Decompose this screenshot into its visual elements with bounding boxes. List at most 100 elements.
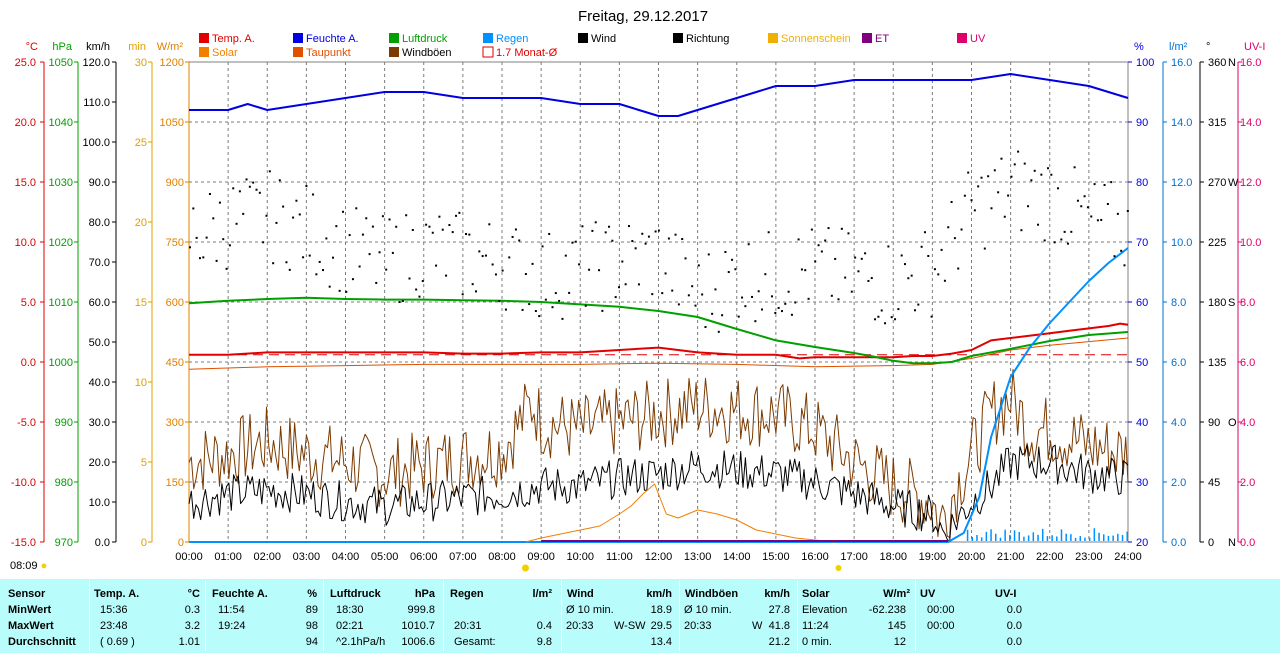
direction-point: [993, 169, 996, 172]
stats-uv-time: 00:00: [927, 620, 955, 632]
direction-point: [391, 251, 394, 254]
direction-point: [957, 267, 960, 270]
axis-unit-left: km/h: [86, 41, 110, 53]
direction-point: [627, 225, 630, 228]
direction-point: [983, 247, 986, 250]
series-line-5: [188, 444, 1129, 543]
direction-point: [1050, 173, 1053, 176]
x-tick-label: 12:00: [645, 551, 673, 563]
stats-separator: [797, 581, 798, 651]
stats-separator: [323, 581, 324, 651]
axis-tick-label-right: 4.0: [1240, 417, 1255, 429]
direction-point: [488, 223, 491, 226]
direction-point: [528, 303, 531, 306]
direction-point: [647, 235, 650, 238]
direction-point: [644, 242, 647, 245]
x-tick-label: 15:00: [762, 551, 790, 563]
axis-tick-label-left: 1020: [49, 237, 73, 249]
direction-point: [721, 314, 724, 317]
direction-point: [1100, 218, 1103, 221]
axis-tick-label-right: 360: [1208, 57, 1226, 69]
axis-tick-label-left: 30: [135, 57, 147, 69]
direction-point: [322, 269, 325, 272]
direction-point: [431, 231, 434, 234]
stats-temp-value: 3.2: [184, 620, 200, 632]
direction-point: [917, 303, 920, 306]
direction-point: [398, 301, 401, 304]
direction-point: [830, 294, 833, 297]
weather-chart: Freitag, 29.12.2017 Temp. A. Solar Feuchte…: [11, 8, 1265, 572]
axis-tick-label-right: 0.0: [1240, 537, 1255, 549]
axis-tick-label-left: 20.0: [89, 457, 110, 469]
stats-header-uvi: UV-I: [995, 588, 1017, 600]
legend-label: Temp. A.: [212, 33, 255, 45]
legend-swatch: [293, 33, 303, 43]
direction-point: [711, 312, 714, 315]
direction-point: [1106, 203, 1109, 206]
direction-point: [807, 297, 810, 300]
direction-point: [222, 238, 225, 241]
axis-tick-label-right: 0: [1208, 537, 1214, 549]
series-line-2: [189, 73, 1129, 117]
direction-point: [1076, 199, 1079, 202]
direction-point: [245, 178, 248, 181]
axis-tick-label-left: 5: [141, 457, 147, 469]
direction-point: [1066, 242, 1069, 245]
axis-tick-label-left: 0.0: [21, 357, 36, 369]
axis-unit-left: W/m²: [157, 41, 184, 53]
axis-tick-label-right: 60: [1136, 297, 1148, 309]
direction-point: [425, 223, 428, 226]
axis-tick-label-right: 70: [1136, 237, 1148, 249]
direction-point: [1053, 241, 1056, 244]
direction-point: [272, 262, 275, 265]
direction-point: [1040, 173, 1043, 176]
direction-point: [701, 293, 704, 296]
axis-tick-label-right: 135: [1208, 357, 1226, 369]
direction-point: [451, 231, 454, 234]
x-tick-label: 21:00: [997, 551, 1025, 563]
axis-tick-label-left: 1030: [49, 177, 73, 189]
legend-label: Feuchte A.: [306, 33, 359, 45]
stats-separator: [561, 581, 562, 651]
axis-tick-label-right: 40: [1136, 417, 1148, 429]
direction-point: [491, 263, 494, 266]
direction-point: [1116, 212, 1119, 215]
axis-tick-label-left: 15: [135, 297, 147, 309]
direction-point: [381, 215, 384, 218]
direction-point: [907, 277, 910, 280]
direction-point: [910, 274, 913, 277]
direction-point: [820, 250, 823, 253]
direction-point: [970, 199, 973, 202]
stats-header-pressure: Luftdruck: [330, 588, 381, 600]
direction-point: [438, 215, 441, 218]
x-tick-label: 07:00: [449, 551, 477, 563]
legend-label: Wind: [591, 33, 616, 45]
axis-tick-label-left: 1200: [160, 57, 184, 69]
direction-point: [834, 257, 837, 260]
direction-point: [661, 292, 664, 295]
direction-point: [837, 298, 840, 301]
stats-header-gust-unit: km/h: [764, 588, 790, 600]
stats-solar-time: 11:24: [802, 620, 829, 632]
x-tick-label: 11:00: [606, 551, 633, 563]
stats-solar-time: 0 min.: [802, 636, 832, 648]
stats-separator: [443, 581, 444, 651]
direction-point: [418, 295, 421, 298]
direction-point: [1056, 187, 1059, 190]
direction-label: S: [1228, 297, 1235, 309]
direction-point: [428, 225, 431, 228]
axis-tick-label-left: 110.0: [83, 97, 110, 109]
direction-point: [262, 241, 265, 244]
x-tick-label: 02:00: [253, 551, 281, 563]
direction-point: [741, 296, 744, 299]
direction-point: [780, 310, 783, 313]
direction-point: [850, 290, 853, 293]
direction-point: [787, 290, 790, 293]
direction-point: [731, 258, 734, 261]
direction-point: [897, 308, 900, 311]
axis-tick-label-right: 315: [1208, 117, 1226, 129]
legend-swatch: [293, 47, 303, 57]
direction-point: [302, 256, 305, 259]
direction-point: [744, 305, 747, 308]
direction-point: [747, 243, 750, 246]
